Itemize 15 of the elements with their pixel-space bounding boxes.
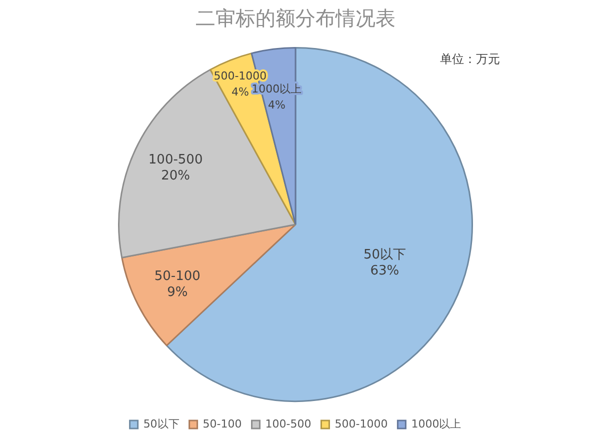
- data-label: 20%: [161, 168, 190, 184]
- data-label: 63%: [370, 263, 400, 278]
- slice-label: 50-100: [154, 269, 200, 284]
- chart-title: 二审标的额分布情况表: [196, 6, 396, 30]
- legend-label: 50以下: [143, 417, 180, 430]
- slice-label: 100-500: [148, 152, 203, 168]
- data-label: 9%: [167, 285, 188, 300]
- legend-label: 500-1000: [334, 417, 388, 430]
- legend-label: 50-100: [202, 417, 242, 430]
- legend-label: 1000以上: [411, 417, 462, 430]
- data-label: 4%: [268, 98, 286, 112]
- text: 单位：万元: [440, 52, 500, 66]
- data-label: 4%: [231, 86, 249, 99]
- slice-label: 50以下: [363, 247, 406, 262]
- legend-label: 100-500: [265, 417, 312, 430]
